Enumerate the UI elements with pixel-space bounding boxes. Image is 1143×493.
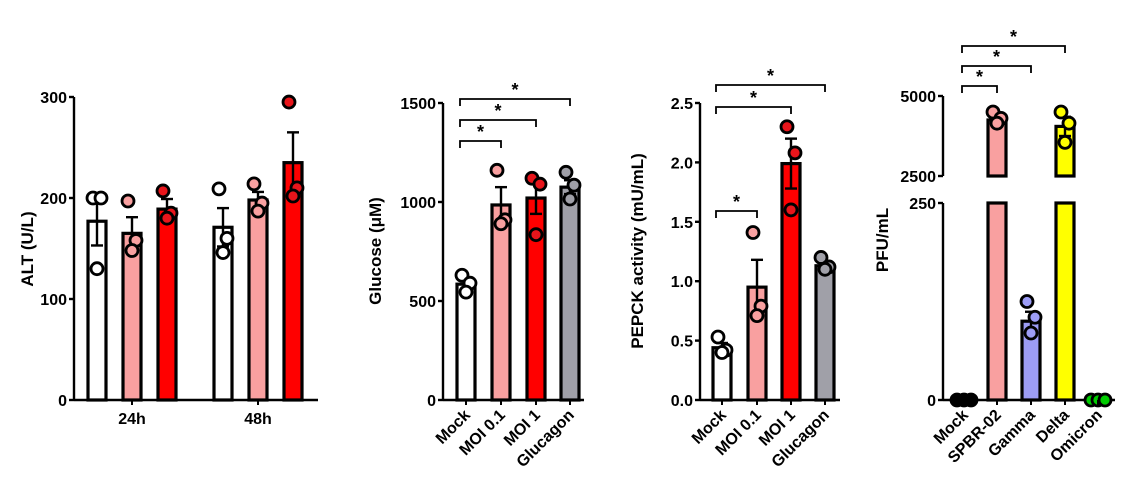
alt-moi-0.1-point bbox=[250, 203, 266, 219]
pfu-bar-spbr-02-lower bbox=[986, 201, 1008, 402]
glucose-moi-0.1-point bbox=[489, 162, 505, 178]
glucose-glucagon-point bbox=[558, 164, 574, 180]
panel-pfu-chart: PFU/mL 025025005000MockSPBR-02GammaDelta… bbox=[873, 27, 1115, 467]
pepck-y-tick-label: 0.0 bbox=[671, 393, 693, 410]
pfu-omicron-point bbox=[1097, 392, 1113, 408]
alt-moi-1-point bbox=[155, 183, 171, 199]
glucose-glucagon-point bbox=[562, 191, 578, 207]
pfu-gamma-point bbox=[1027, 309, 1043, 325]
panel-alt-chart: ALT (U/L) 0 100 200 300 24h 48h bbox=[18, 90, 318, 428]
alt-mock-point bbox=[215, 245, 231, 260]
glucose-y-tick-label: 0 bbox=[427, 393, 436, 410]
glucose-y-tick-label: 1000 bbox=[400, 195, 436, 212]
alt-moi-0.1-point bbox=[246, 176, 262, 192]
glucose-moi-1-point bbox=[532, 176, 548, 192]
pfu-y-tick-label: 0 bbox=[927, 393, 936, 410]
pfu-significance-asterisk: * bbox=[1010, 27, 1017, 47]
pepck-mock-point bbox=[710, 329, 726, 345]
alt-bar-48h-moi-0.1 bbox=[247, 198, 269, 402]
alt-moi-0.1-point bbox=[124, 243, 140, 258]
glucose-moi-1-point bbox=[528, 227, 544, 243]
glucose-moi-0.1-point bbox=[493, 216, 509, 232]
pepck-significance-bracket bbox=[715, 210, 758, 218]
glucose-bar-mock bbox=[455, 282, 477, 402]
pfu-y-tick-label: 250 bbox=[909, 196, 936, 213]
pepck-moi-1-point bbox=[783, 202, 799, 218]
alt-y-tick-label: 300 bbox=[40, 90, 67, 107]
pepck-glucagon-point bbox=[817, 261, 833, 277]
panel-pepck-chart: PEPCK activity (mU/mL) 0.0 0.5 1.0 1.5 2.0 2.… bbox=[628, 66, 840, 471]
alt-x-tick-label: 48h bbox=[244, 411, 272, 428]
alt-y-tick-label: 200 bbox=[40, 191, 67, 208]
pepck-moi-1-point bbox=[787, 145, 803, 161]
alt-y-tick-label: 100 bbox=[40, 292, 67, 309]
pepck-moi-1-point bbox=[779, 119, 795, 135]
glucose-significance-bracket bbox=[459, 119, 537, 127]
alt-mock-point bbox=[211, 181, 227, 197]
pepck-y-tick-label: 2.5 bbox=[671, 96, 693, 113]
glucose-bar-glucagon bbox=[559, 185, 581, 402]
pepck-y-tick-label: 1.5 bbox=[671, 215, 693, 232]
pfu-delta-point bbox=[1057, 134, 1073, 150]
glucose-y-axis-label: Glucose (μM) bbox=[366, 197, 385, 305]
pepck-significance-asterisk: * bbox=[733, 192, 740, 212]
glucose-significance-bracket bbox=[459, 140, 502, 148]
alt-moi-1-point bbox=[159, 210, 175, 226]
alt-y-axis-label: ALT (U/L) bbox=[18, 211, 37, 286]
pfu-significance-bracket bbox=[961, 85, 998, 93]
pepck-y-tick-label: 2.0 bbox=[671, 155, 693, 172]
alt-y-tick-label: 0 bbox=[58, 393, 67, 410]
alt-moi-0.1-point bbox=[120, 193, 136, 209]
pepck-significance-bracket bbox=[715, 106, 792, 114]
pfu-significance-bracket bbox=[961, 65, 1032, 73]
pfu-mock-point bbox=[963, 392, 979, 408]
pfu-y-tick-label: 5000 bbox=[900, 89, 936, 106]
pepck-y-axis-label: PEPCK activity (mU/mL) bbox=[628, 153, 647, 349]
pepck-bar-moi-1 bbox=[780, 161, 802, 402]
pfu-delta-point bbox=[1061, 115, 1077, 131]
glucose-mock-point bbox=[458, 284, 474, 300]
pepck-y-tick-label: 0.5 bbox=[671, 334, 693, 351]
pfu-bar-delta-lower bbox=[1054, 201, 1076, 402]
pfu-significance-bracket bbox=[961, 45, 1066, 53]
glucose-y-tick-label: 500 bbox=[409, 294, 436, 311]
alt-bar-24h-mock bbox=[86, 219, 108, 402]
alt-moi-1-point bbox=[281, 94, 297, 110]
pfu-spbr-02-point bbox=[989, 115, 1005, 131]
pfu-y-tick-label: 2500 bbox=[900, 169, 936, 186]
glucose-bar-moi-0.1 bbox=[490, 203, 512, 402]
pepck-significance-bracket bbox=[715, 84, 826, 92]
alt-mock-point bbox=[89, 261, 105, 277]
pepck-significance-asterisk: * bbox=[767, 66, 774, 86]
pfu-gamma-point bbox=[1019, 294, 1035, 309]
pepck-moi-0.1-point bbox=[749, 308, 765, 324]
pepck-bar-glucagon bbox=[814, 264, 836, 402]
pepck-moi-0.1-point bbox=[745, 225, 761, 240]
pfu-significance-asterisk: * bbox=[993, 47, 1000, 67]
pfu-gamma-point bbox=[1023, 325, 1039, 341]
pepck-significance-asterisk: * bbox=[750, 88, 757, 108]
alt-mock-point bbox=[219, 230, 235, 246]
glucose-glucagon-point bbox=[566, 177, 582, 193]
pfu-y-axis-label: PFU/mL bbox=[873, 208, 892, 272]
alt-bar-24h-moi-0.1 bbox=[121, 231, 143, 402]
glucose-y-tick-label: 1500 bbox=[400, 96, 436, 113]
pepck-y-tick-label: 1.0 bbox=[671, 274, 693, 291]
pfu-significance-asterisk: * bbox=[976, 67, 983, 87]
alt-moi-1-point bbox=[285, 188, 301, 204]
pfu-delta-point bbox=[1053, 104, 1069, 120]
glucose-significance-asterisk: * bbox=[511, 80, 518, 100]
alt-mock-point bbox=[93, 190, 109, 206]
alt-bar-24h-moi-1 bbox=[156, 207, 178, 402]
pepck-mock-point bbox=[714, 345, 730, 360]
alt-x-tick-label: 24h bbox=[118, 411, 146, 428]
glucose-significance-bracket bbox=[459, 98, 571, 106]
glucose-significance-asterisk: * bbox=[494, 101, 501, 121]
glucose-significance-asterisk: * bbox=[477, 122, 484, 142]
